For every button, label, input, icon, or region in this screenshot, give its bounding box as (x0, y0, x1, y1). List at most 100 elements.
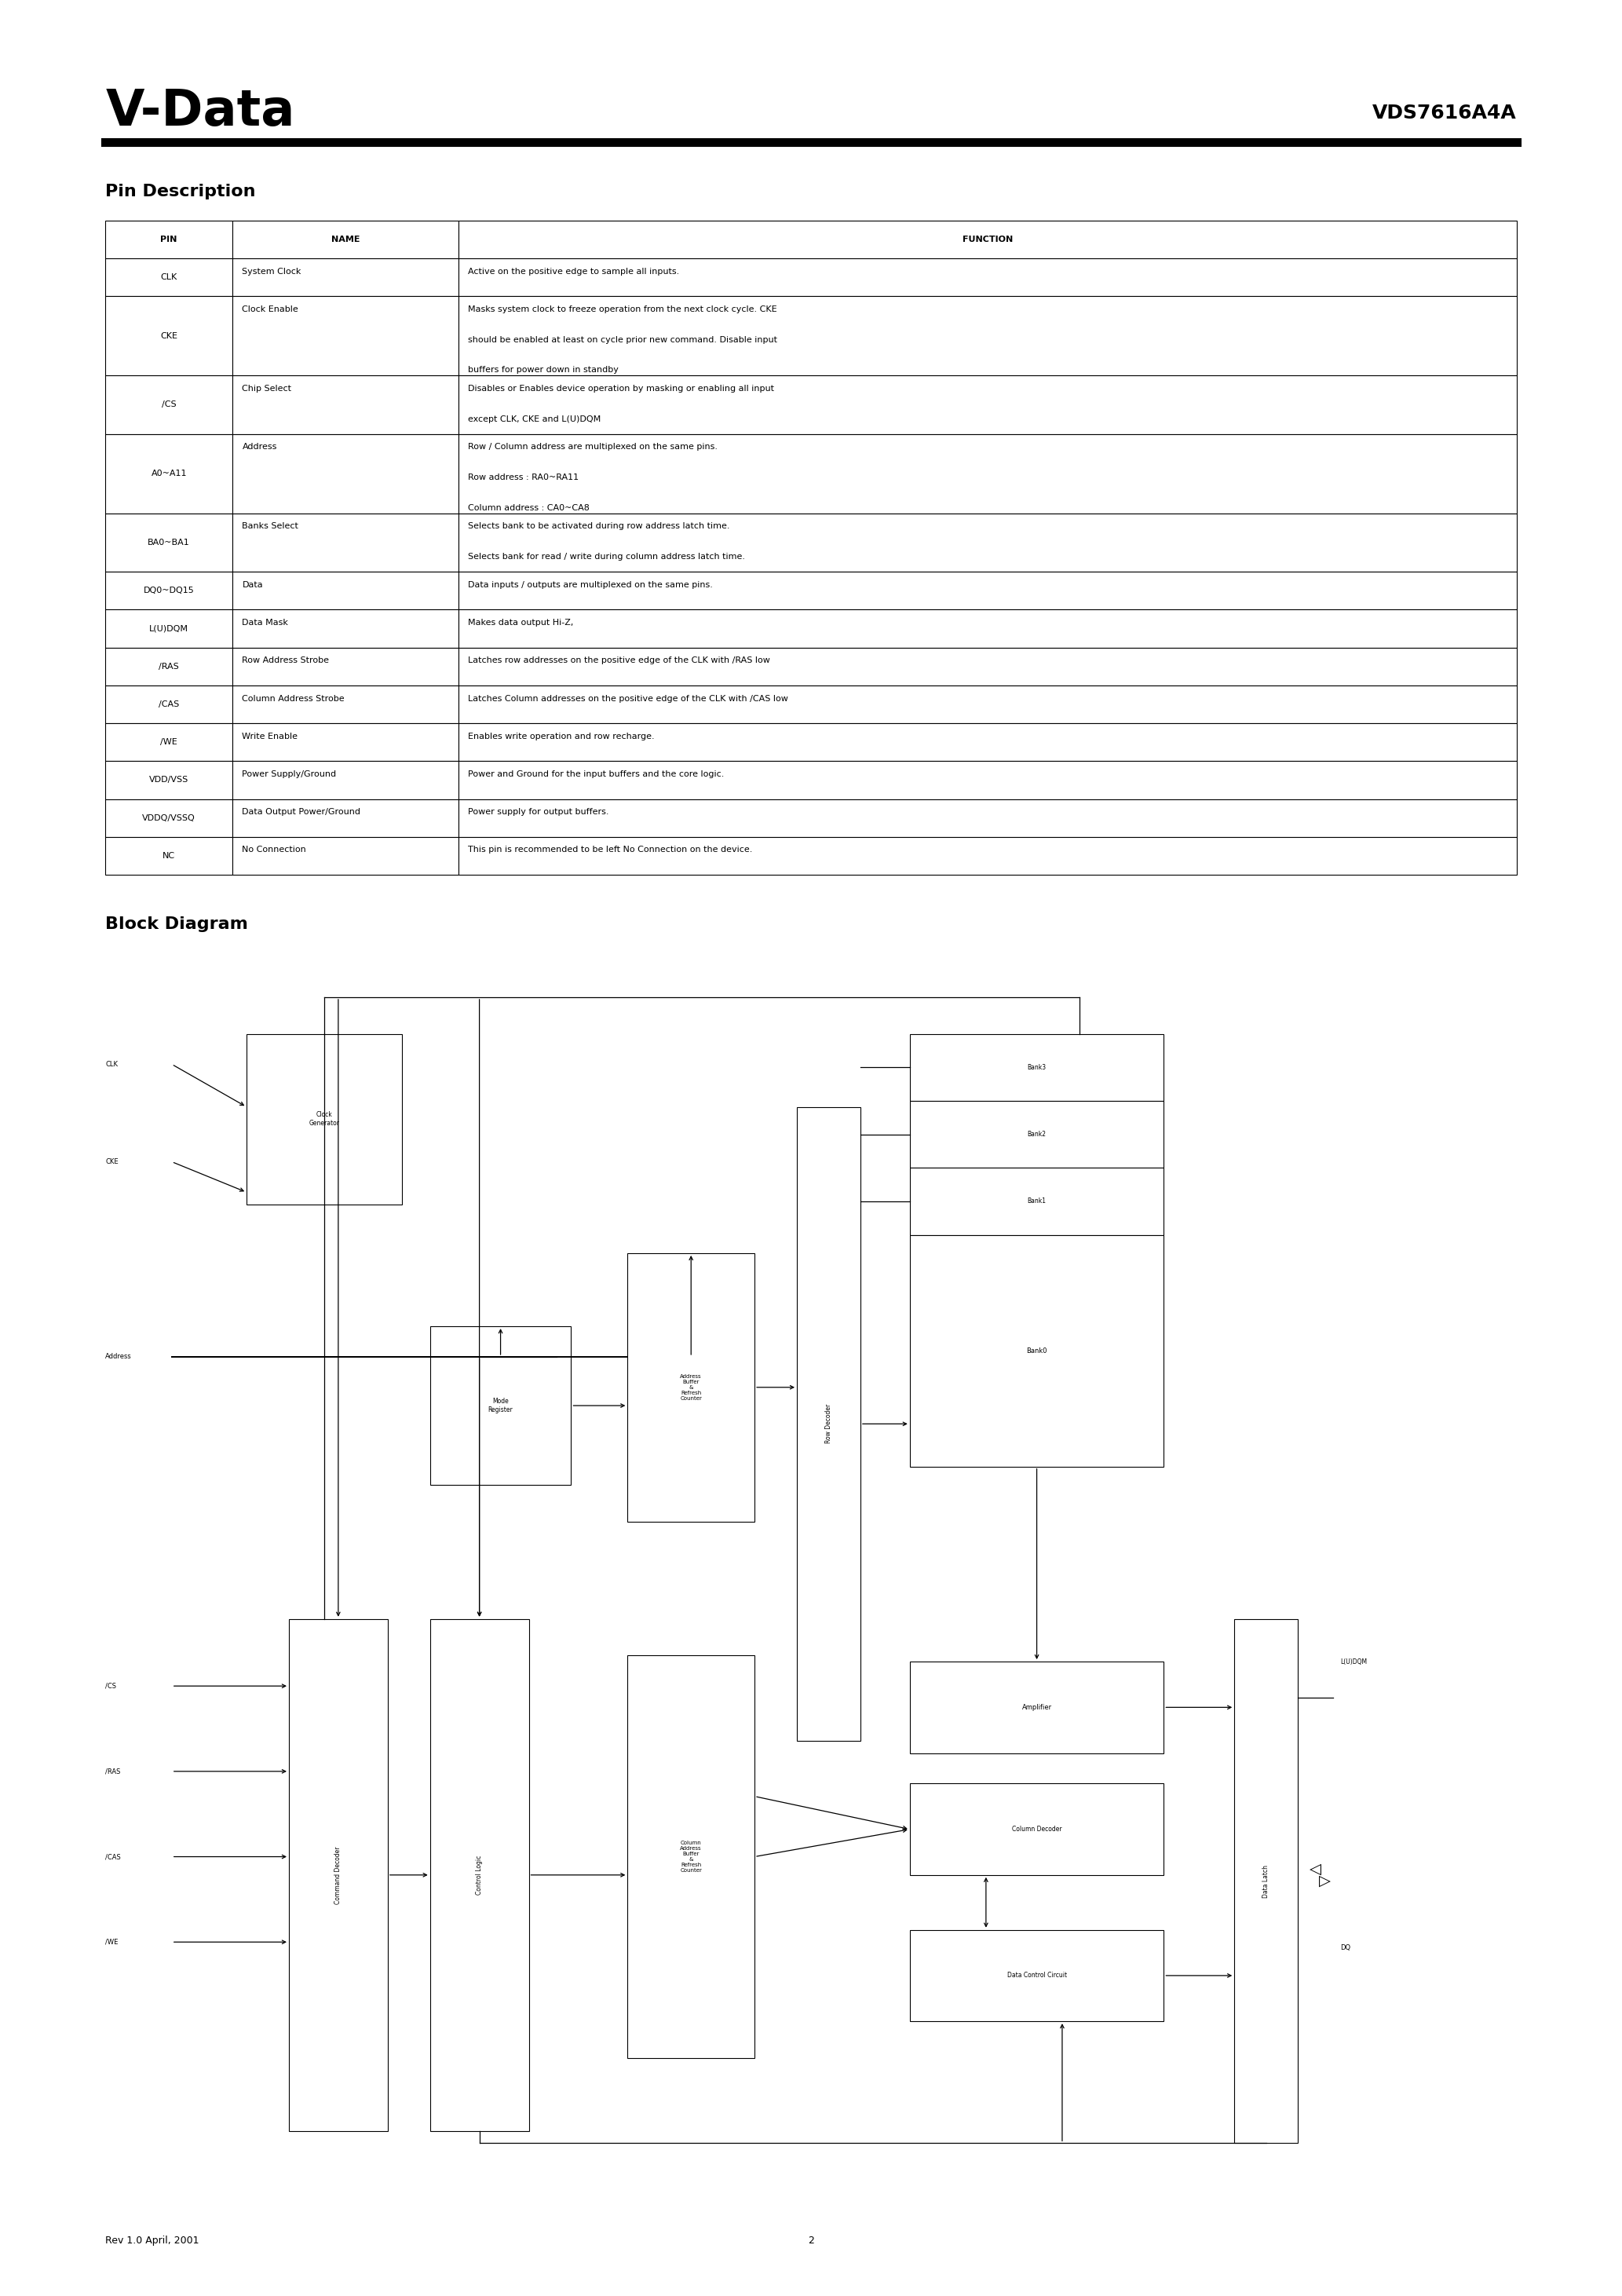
Bar (459, 296, 1517, 374)
Text: Column Address Strobe: Column Address Strobe (242, 693, 345, 703)
Text: DQ: DQ (1340, 1945, 1351, 1952)
Bar (1234, 1619, 1298, 2142)
Text: This pin is recommended to be left No Connection on the device.: This pin is recommended to be left No Co… (469, 845, 753, 854)
Bar (232, 434, 459, 512)
Text: CKE: CKE (161, 333, 177, 340)
Bar (232, 608, 459, 647)
Bar (105, 760, 232, 799)
Text: Data: Data (242, 581, 263, 588)
Text: CLK: CLK (105, 1061, 118, 1068)
Text: Rev 1.0 April, 2001: Rev 1.0 April, 2001 (105, 2236, 200, 2245)
Text: Data inputs / outputs are multiplexed on the same pins.: Data inputs / outputs are multiplexed on… (469, 581, 712, 588)
Bar (232, 647, 459, 684)
Bar (430, 1327, 571, 1486)
Text: VDDQ/VSSQ: VDDQ/VSSQ (143, 815, 196, 822)
Text: Masks system clock to freeze operation from the next clock cycle. CKE: Masks system clock to freeze operation f… (469, 305, 777, 312)
Text: L(U)DQM: L(U)DQM (1340, 1658, 1367, 1665)
Bar (232, 799, 459, 836)
Text: Row address : RA0~RA11: Row address : RA0~RA11 (469, 473, 579, 482)
Text: Power Supply/Ground: Power Supply/Ground (242, 769, 336, 778)
Bar (796, 1107, 860, 1740)
Bar (232, 760, 459, 799)
Bar (459, 760, 1517, 799)
Bar (430, 1619, 529, 2131)
Text: Makes data output Hi-Z,: Makes data output Hi-Z, (469, 618, 574, 627)
Text: ▷: ▷ (1319, 1874, 1330, 1890)
Bar (247, 1033, 402, 1205)
Text: VDD/VSS: VDD/VSS (149, 776, 188, 783)
Bar (232, 684, 459, 723)
Text: Command Decoder: Command Decoder (334, 1846, 342, 1903)
Text: Clock Enable: Clock Enable (242, 305, 298, 312)
Bar (105, 723, 232, 760)
Text: Banks Select: Banks Select (242, 521, 298, 530)
Bar (289, 1619, 388, 2131)
Text: Enables write operation and row recharge.: Enables write operation and row recharge… (469, 732, 655, 739)
Text: Power supply for output buffers.: Power supply for output buffers. (469, 808, 608, 815)
Bar (105, 220, 232, 257)
Text: /RAS: /RAS (105, 1768, 120, 1775)
Text: /WE: /WE (105, 1938, 118, 1945)
Bar (910, 1169, 1165, 1235)
Text: /CS: /CS (105, 1683, 117, 1690)
Text: No Connection: No Connection (242, 845, 307, 854)
Text: /CAS: /CAS (105, 1853, 122, 1860)
Bar (628, 1655, 754, 2057)
Text: Mode
Register: Mode Register (488, 1398, 513, 1414)
Text: Selects bank for read / write during column address latch time.: Selects bank for read / write during col… (469, 553, 744, 560)
Text: should be enabled at least on cycle prior new command. Disable input: should be enabled at least on cycle prio… (469, 335, 777, 344)
Text: Row / Column address are multiplexed on the same pins.: Row / Column address are multiplexed on … (469, 443, 717, 450)
Text: Chip Select: Chip Select (242, 383, 292, 393)
Text: DQ0~DQ15: DQ0~DQ15 (143, 588, 195, 595)
Text: Bank3: Bank3 (1027, 1063, 1046, 1070)
Bar (105, 257, 232, 296)
Bar (105, 434, 232, 512)
Text: Clock
Generator: Clock Generator (308, 1111, 339, 1127)
Text: 2: 2 (808, 2236, 814, 2245)
Text: buffers for power down in standby: buffers for power down in standby (469, 365, 618, 374)
Bar (910, 1235, 1165, 1467)
Text: Data Output Power/Ground: Data Output Power/Ground (242, 808, 360, 815)
Text: PIN: PIN (161, 236, 177, 243)
Bar (232, 836, 459, 875)
Bar (232, 257, 459, 296)
Text: Column address : CA0~CA8: Column address : CA0~CA8 (469, 503, 589, 512)
Bar (459, 220, 1517, 257)
Text: V-Data: V-Data (105, 87, 295, 135)
Bar (232, 296, 459, 374)
Text: CLK: CLK (161, 273, 177, 280)
Bar (910, 1662, 1165, 1754)
Text: Column
Address
Buffer
&
Refresh
Counter: Column Address Buffer & Refresh Counter (680, 1841, 702, 1874)
Text: /CAS: /CAS (159, 700, 180, 707)
Bar (232, 572, 459, 608)
Bar (459, 434, 1517, 512)
Bar (459, 647, 1517, 684)
Text: /RAS: /RAS (159, 664, 178, 670)
Bar (105, 512, 232, 572)
Text: except CLK, CKE and L(U)DQM: except CLK, CKE and L(U)DQM (469, 416, 600, 422)
Text: Data Mask: Data Mask (242, 618, 289, 627)
Bar (232, 723, 459, 760)
Text: Selects bank to be activated during row address latch time.: Selects bank to be activated during row … (469, 521, 730, 530)
Text: Write Enable: Write Enable (242, 732, 298, 739)
Text: Block Diagram: Block Diagram (105, 916, 248, 932)
Bar (105, 647, 232, 684)
Text: Bank0: Bank0 (1027, 1348, 1048, 1355)
Bar (105, 684, 232, 723)
Text: Row Address Strobe: Row Address Strobe (242, 657, 329, 664)
Bar (910, 1100, 1165, 1169)
Text: NC: NC (162, 852, 175, 859)
Bar (459, 512, 1517, 572)
Bar (459, 723, 1517, 760)
Text: FUNCTION: FUNCTION (962, 236, 1012, 243)
Text: Bank2: Bank2 (1027, 1132, 1046, 1139)
Text: Power and Ground for the input buffers and the core logic.: Power and Ground for the input buffers a… (469, 769, 723, 778)
Bar (459, 684, 1517, 723)
Bar (105, 608, 232, 647)
Text: Latches row addresses on the positive edge of the CLK with /RAS low: Latches row addresses on the positive ed… (469, 657, 770, 664)
Text: Disables or Enables device operation by masking or enabling all input: Disables or Enables device operation by … (469, 383, 774, 393)
Bar (459, 836, 1517, 875)
Text: Address: Address (105, 1352, 131, 1359)
Bar (105, 836, 232, 875)
Bar (232, 374, 459, 434)
